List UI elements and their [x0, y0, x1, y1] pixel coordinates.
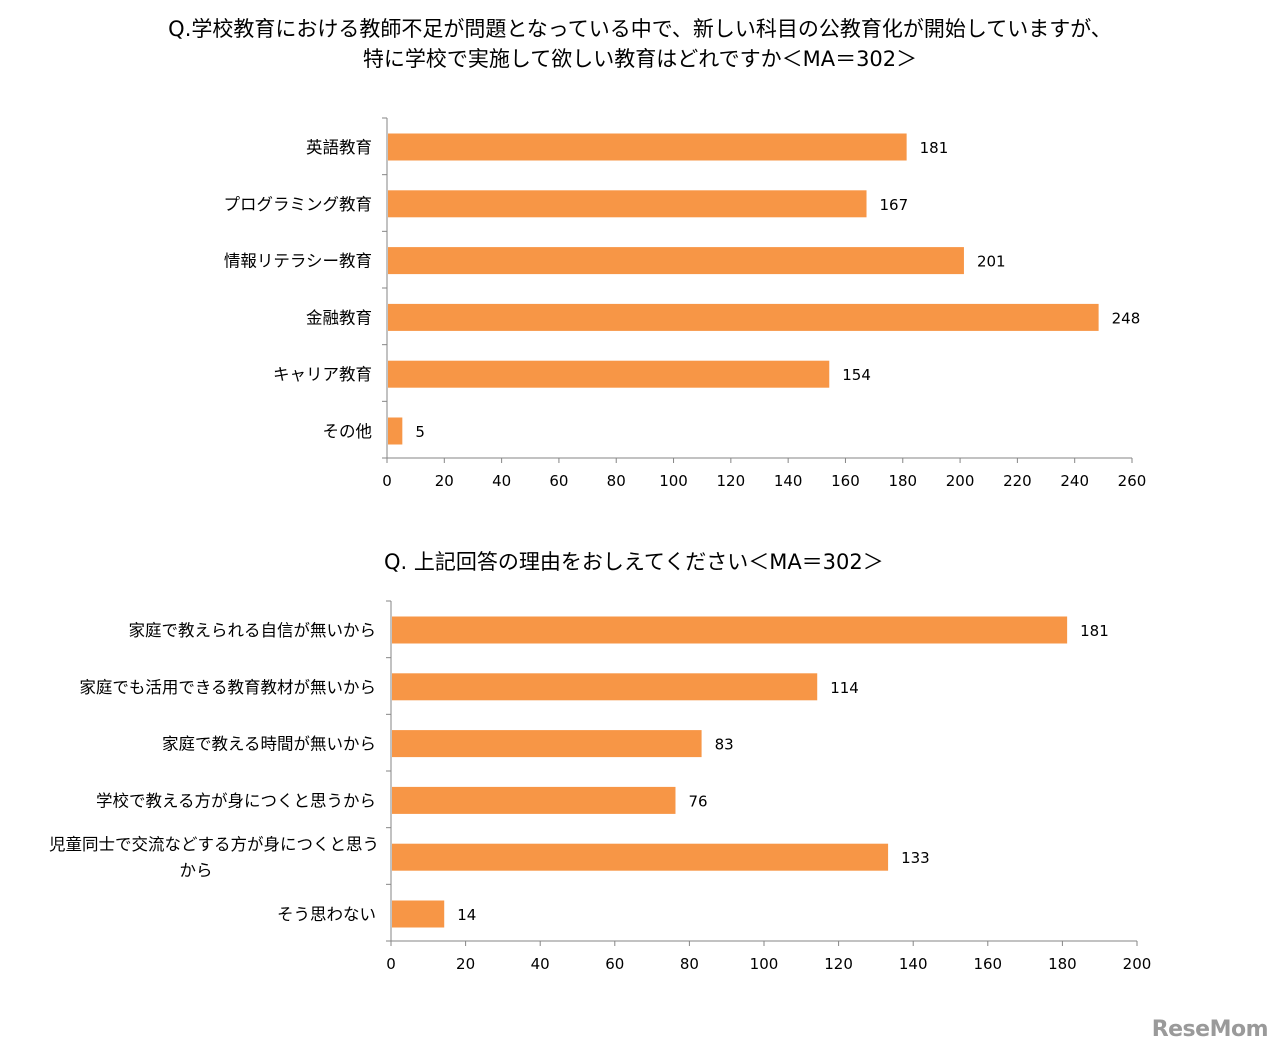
chart1-data-label: 154 — [842, 366, 871, 384]
chart1-data-label: 167 — [880, 196, 909, 214]
chart1-tick-label: 140 — [774, 472, 803, 490]
chart1-category-label: 情報リテラシー教育 — [224, 252, 372, 271]
chart2-bar — [392, 730, 702, 758]
chart2-category-label: 家庭で教えられる自信が無いから — [129, 621, 377, 640]
chart2-tick-label: 100 — [750, 955, 779, 973]
chart2-data-label: 83 — [715, 736, 734, 754]
chart1-tick-label: 180 — [888, 472, 917, 490]
chart2-bar — [392, 900, 445, 928]
chart2-tick-label: 160 — [973, 955, 1002, 973]
chart1-category-label: プログラミング教育 — [224, 195, 373, 214]
chart1-category-label: キャリア教育 — [273, 365, 372, 384]
chart2-category-label: 学校で教える方が身につくと思うから — [96, 791, 376, 810]
chart1-category-label: その他 — [323, 422, 373, 441]
chart2-bar — [392, 786, 676, 814]
chart1-bar — [388, 303, 1099, 331]
chart2-tick-label: 80 — [680, 955, 699, 973]
chart1-data-label: 5 — [415, 423, 425, 441]
chart1-tick-label: 120 — [717, 472, 746, 490]
chart1-bar — [388, 417, 403, 445]
chart1-tick-label: 40 — [492, 472, 511, 490]
chart2-tick-label: 140 — [899, 955, 928, 973]
chart1-data-label: 181 — [920, 139, 949, 157]
chart1-tick-label: 100 — [659, 472, 688, 490]
chart2-data-label: 14 — [457, 906, 476, 924]
chart1-tick-label: 160 — [831, 472, 860, 490]
chart2-title: Q. 上記回答の理由をおしえてください＜MA＝302＞ — [384, 550, 884, 574]
chart1-tick-label: 260 — [1118, 472, 1147, 490]
chart1-tick-label: 240 — [1060, 472, 1089, 490]
chart1-bar — [388, 133, 907, 161]
resemom-logo: ReseMom — [1151, 1017, 1269, 1042]
chart1-category-label: 金融教育 — [306, 308, 372, 327]
chart1-tick-label: 200 — [946, 472, 975, 490]
chart1-data-label: 248 — [1112, 309, 1141, 327]
chart2-category-label: から — [180, 861, 213, 880]
chart1-tick-label: 80 — [607, 472, 626, 490]
chart1-bar — [388, 360, 830, 388]
chart2-category-label: 家庭でも活用できる教育教材が無いから — [79, 678, 376, 697]
chart1-data-label: 201 — [977, 253, 1006, 271]
chart1-bar — [388, 247, 964, 275]
chart1-title-line2: 特に学校で実施して欲しい教育はどれですか＜MA＝302＞ — [362, 47, 918, 71]
chart1-tick-label: 0 — [382, 472, 392, 490]
chart2-category-label: 家庭で教える時間が無いから — [162, 735, 376, 754]
chart1-bar — [388, 190, 867, 218]
chart2-tick-label: 120 — [824, 955, 853, 973]
chart2-tick-label: 60 — [605, 955, 624, 973]
chart2-data-label: 76 — [688, 792, 707, 810]
chart2-tick-label: 0 — [386, 955, 396, 973]
chart2-bar — [392, 673, 818, 701]
chart2-category-label: 児童同士で交流などする方が身につくと思う — [49, 835, 379, 854]
chart2-category-label: そう思わない — [277, 905, 376, 924]
chart2-tick-label: 20 — [456, 955, 475, 973]
chart1-tick-label: 20 — [435, 472, 454, 490]
chart1-title-line1: Q.学校教育における教師不足が問題となっている中で、新しい科目の公教育化が開始し… — [168, 17, 1112, 41]
chart2-tick-label: 200 — [1123, 955, 1152, 973]
chart2-data-label: 133 — [901, 849, 930, 867]
chart2-data-label: 114 — [830, 679, 859, 697]
chart2-data-label: 181 — [1080, 622, 1109, 640]
chart2-bar — [392, 843, 889, 871]
chart2-tick-label: 40 — [531, 955, 550, 973]
chart1-tick-label: 60 — [549, 472, 568, 490]
chart2-bar — [392, 616, 1068, 644]
chart1-tick-label: 220 — [1003, 472, 1032, 490]
chart2-tick-label: 180 — [1048, 955, 1077, 973]
chart1-category-label: 英語教育 — [306, 138, 372, 157]
